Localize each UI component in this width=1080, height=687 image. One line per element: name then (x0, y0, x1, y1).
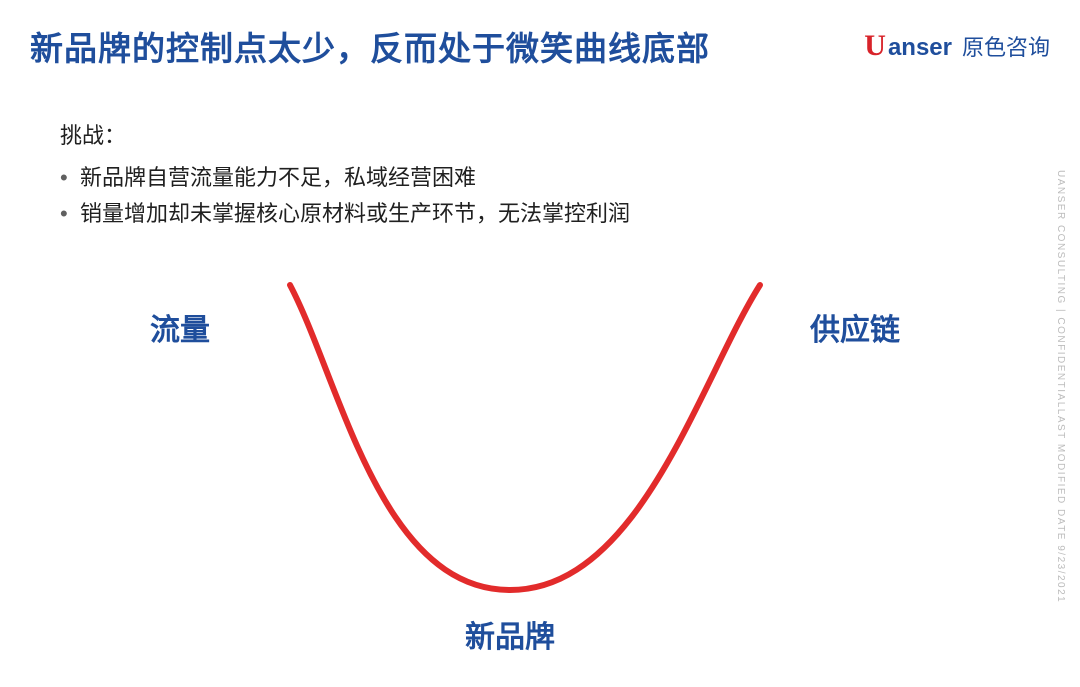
smile-curve-diagram: 流量 供应链 新品牌 (0, 260, 1080, 660)
smile-curve-path (290, 285, 760, 590)
header: 新品牌的控制点太少，反而处于微笑曲线底部 Uanser 原色咨询 (30, 22, 1050, 70)
challenges-heading: 挑战： (60, 118, 630, 150)
challenges-block: 挑战： 新品牌自营流量能力不足，私域经营困难 销量增加却未掌握核心原材料或生产环… (60, 118, 630, 233)
logo-anser: anser (888, 34, 952, 62)
logo-u: U (864, 29, 886, 63)
logo-cn: 原色咨询 (962, 30, 1050, 62)
logo: Uanser 原色咨询 (864, 29, 1050, 63)
page-title: 新品牌的控制点太少，反而处于微笑曲线底部 (30, 22, 710, 70)
curve-label-right: 供应链 (810, 305, 900, 349)
side-confidential-text: UANSER CONSULTING | CONFIDENTIALLAST MOD… (1055, 170, 1066, 603)
challenge-item: 销量增加却未掌握核心原材料或生产环节，无法掌控利润 (80, 196, 630, 232)
curve-label-left: 流量 (150, 305, 210, 349)
challenges-list: 新品牌自营流量能力不足，私域经营困难 销量增加却未掌握核心原材料或生产环节，无法… (60, 160, 630, 233)
curve-label-bottom: 新品牌 (465, 612, 555, 656)
challenge-item: 新品牌自营流量能力不足，私域经营困难 (80, 160, 630, 196)
